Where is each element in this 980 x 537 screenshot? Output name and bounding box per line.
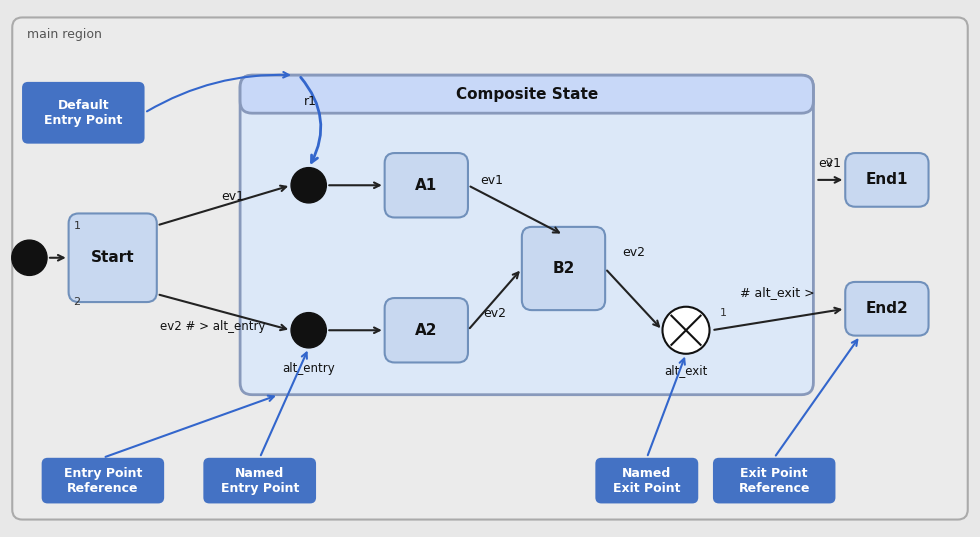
Text: 1: 1: [719, 308, 726, 318]
FancyBboxPatch shape: [846, 153, 929, 207]
Text: Exit Point
Reference: Exit Point Reference: [739, 467, 809, 495]
Text: End2: End2: [865, 301, 908, 316]
Text: Named
Entry Point: Named Entry Point: [220, 467, 299, 495]
Text: A2: A2: [416, 323, 437, 338]
Text: alt_entry: alt_entry: [282, 362, 335, 375]
Text: Start: Start: [91, 250, 134, 265]
FancyBboxPatch shape: [41, 458, 164, 504]
Text: A1: A1: [416, 178, 437, 193]
Text: 2: 2: [74, 297, 80, 307]
FancyBboxPatch shape: [23, 82, 145, 144]
FancyBboxPatch shape: [713, 458, 836, 504]
FancyBboxPatch shape: [596, 458, 698, 504]
Text: 1: 1: [74, 221, 80, 231]
Text: Entry Point
Reference: Entry Point Reference: [64, 467, 142, 495]
Circle shape: [662, 307, 710, 354]
FancyBboxPatch shape: [385, 298, 468, 362]
FancyBboxPatch shape: [522, 227, 606, 310]
FancyBboxPatch shape: [846, 282, 929, 336]
FancyBboxPatch shape: [385, 153, 468, 217]
Text: Composite State: Composite State: [456, 86, 598, 101]
Text: End1: End1: [865, 172, 908, 187]
Text: ev2: ev2: [483, 307, 507, 320]
FancyBboxPatch shape: [69, 213, 157, 302]
Text: alt_exit: alt_exit: [664, 364, 708, 378]
Text: ev1: ev1: [480, 174, 503, 187]
Text: ev1: ev1: [818, 157, 841, 170]
Circle shape: [291, 313, 326, 348]
Text: ev2 # > alt_entry: ev2 # > alt_entry: [160, 320, 266, 333]
FancyBboxPatch shape: [204, 458, 316, 504]
Text: Named
Exit Point: Named Exit Point: [613, 467, 680, 495]
Text: Default
Entry Point: Default Entry Point: [44, 99, 122, 127]
Text: ev2: ev2: [622, 245, 645, 258]
Text: # alt_exit >: # alt_exit >: [740, 286, 814, 299]
Circle shape: [12, 240, 47, 275]
Text: main region: main region: [27, 28, 102, 41]
FancyBboxPatch shape: [240, 75, 813, 113]
Text: ev1: ev1: [221, 191, 244, 204]
FancyBboxPatch shape: [13, 17, 968, 520]
Text: r1: r1: [304, 95, 317, 108]
Text: B2: B2: [553, 261, 574, 276]
Circle shape: [291, 168, 326, 203]
Text: 2: 2: [825, 158, 833, 168]
FancyBboxPatch shape: [240, 75, 813, 395]
